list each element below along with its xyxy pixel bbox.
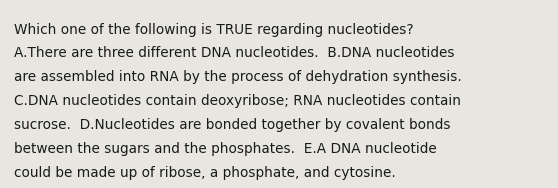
Text: A.There are three different DNA nucleotides.  B.DNA nucleotides: A.There are three different DNA nucleoti… bbox=[14, 46, 454, 60]
Text: Which one of the following is TRUE regarding nucleotides?: Which one of the following is TRUE regar… bbox=[14, 23, 413, 36]
Text: between the sugars and the phosphates.  E.A DNA nucleotide: between the sugars and the phosphates. E… bbox=[14, 142, 437, 156]
Text: could be made up of ribose, a phosphate, and cytosine.: could be made up of ribose, a phosphate,… bbox=[14, 166, 396, 180]
Text: sucrose.  D.Nucleotides are bonded together by covalent bonds: sucrose. D.Nucleotides are bonded togeth… bbox=[14, 118, 450, 132]
Text: C.DNA nucleotides contain deoxyribose; RNA nucleotides contain: C.DNA nucleotides contain deoxyribose; R… bbox=[14, 94, 461, 108]
Text: are assembled into RNA by the process of dehydration synthesis.: are assembled into RNA by the process of… bbox=[14, 70, 461, 84]
